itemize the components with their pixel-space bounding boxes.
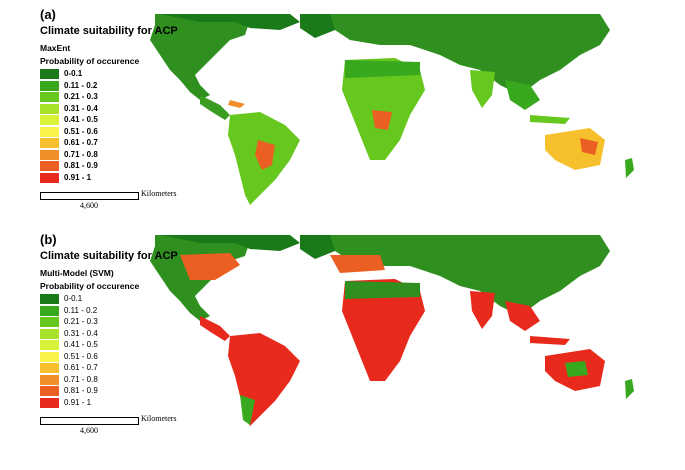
legend-swatch (40, 115, 59, 125)
africa-landmass (342, 58, 425, 160)
canada-north (160, 235, 300, 251)
legend-label: 0.81 - 0.9 (64, 161, 98, 170)
map-panel-a: (a) Climate suitability for ACP MaxEnt P… (0, 0, 685, 215)
southeast-asia (505, 301, 540, 331)
legend-swatch (40, 126, 59, 137)
legend-label: 0.21 - 0.3 (64, 317, 98, 326)
panel-letter: (b) (40, 232, 57, 247)
indonesia (530, 336, 570, 345)
australia-center (565, 361, 588, 377)
legend-label: 0.51 - 0.6 (64, 351, 98, 361)
africa-north (345, 60, 420, 78)
model-name: Multi-Model (SVM) (40, 268, 114, 278)
legend-label: 0.91 - 1 (64, 397, 92, 407)
eurasia-landmass (330, 235, 610, 316)
continents (150, 235, 634, 426)
legend-swatch (40, 351, 59, 362)
legend-swatch (40, 363, 59, 373)
scale-bar (40, 417, 139, 425)
legend-swatch (40, 92, 59, 102)
continents (150, 14, 634, 205)
panel-letter: (a) (40, 7, 56, 22)
world-map-svm (150, 235, 634, 426)
scale-bar (40, 192, 139, 200)
legend-swatch (40, 149, 59, 160)
scale-value: 4,600 (80, 426, 98, 435)
legend-label: 0.91 - 1 (64, 172, 92, 182)
eurasia-landmass (330, 14, 610, 95)
scale-unit: Kilometers (141, 414, 177, 423)
legend-label: 0.41 - 0.5 (64, 340, 98, 349)
legend-label: 0.81 - 0.9 (64, 386, 98, 395)
legend-title: Probability of occurence (40, 281, 140, 291)
india (470, 70, 495, 108)
scale-value: 4,600 (80, 201, 98, 210)
legend-swatch (40, 103, 59, 114)
australia-red (580, 138, 598, 155)
legend-swatch (40, 138, 59, 148)
south-america-landmass (228, 333, 300, 426)
caribbean (228, 100, 245, 108)
legend-swatch (40, 161, 59, 171)
map-title: Climate suitability for ACP (40, 25, 178, 37)
legend-label: 0.21 - 0.3 (64, 92, 98, 101)
europe-red (330, 255, 385, 273)
legend-label: 0.61 - 0.7 (64, 138, 98, 147)
legend-label: 0-0.1 (64, 294, 83, 303)
india (470, 291, 495, 329)
new-zealand (625, 158, 634, 178)
legend-swatch (40, 80, 59, 91)
legend-swatch (40, 69, 59, 79)
africa-red (372, 110, 392, 130)
africa-landmass (342, 279, 425, 381)
scale-unit: Kilometers (141, 189, 177, 198)
map-title: Climate suitability for ACP (40, 250, 178, 262)
legend-label: 0.51 - 0.6 (64, 126, 98, 136)
legend-swatch (40, 386, 59, 396)
legend-swatch (40, 328, 59, 339)
sahara (345, 281, 420, 299)
central-america (200, 95, 230, 120)
legend-label: 0.31 - 0.4 (64, 103, 98, 113)
legend-label: 0.41 - 0.5 (64, 115, 98, 124)
legend-label: 0.61 - 0.7 (64, 363, 98, 372)
legend-label: 0.11 - 0.2 (64, 305, 98, 315)
world-map-maxent (150, 14, 634, 205)
north-america-red (180, 253, 240, 280)
central-america (200, 316, 230, 341)
legend-swatch (40, 172, 59, 183)
legend-title: Probability of occurence (40, 56, 140, 66)
canada-north (160, 14, 300, 30)
greenland (300, 14, 340, 38)
legend-swatch (40, 374, 59, 385)
legend-label: 0.11 - 0.2 (64, 80, 98, 90)
legend-label: 0-0.1 (64, 69, 83, 78)
legend-label: 0.71 - 0.8 (64, 149, 98, 159)
legend-label: 0.31 - 0.4 (64, 328, 98, 338)
model-name: MaxEnt (40, 43, 71, 53)
southeast-asia (505, 80, 540, 110)
australia-landmass (545, 128, 605, 170)
new-zealand (625, 379, 634, 399)
legend-label: 0.71 - 0.8 (64, 374, 98, 384)
legend-swatch (40, 397, 59, 408)
legend-swatch (40, 294, 59, 304)
legend-swatch (40, 340, 59, 350)
greenland (300, 235, 340, 259)
legend-swatch (40, 305, 59, 316)
indonesia (530, 115, 570, 124)
map-panel-b: (b) Climate suitability for ACP Multi-Mo… (0, 225, 685, 440)
south-america-south (240, 395, 255, 425)
north-america-landmass (150, 14, 250, 100)
legend-swatch (40, 317, 59, 327)
south-america-red (255, 140, 275, 170)
